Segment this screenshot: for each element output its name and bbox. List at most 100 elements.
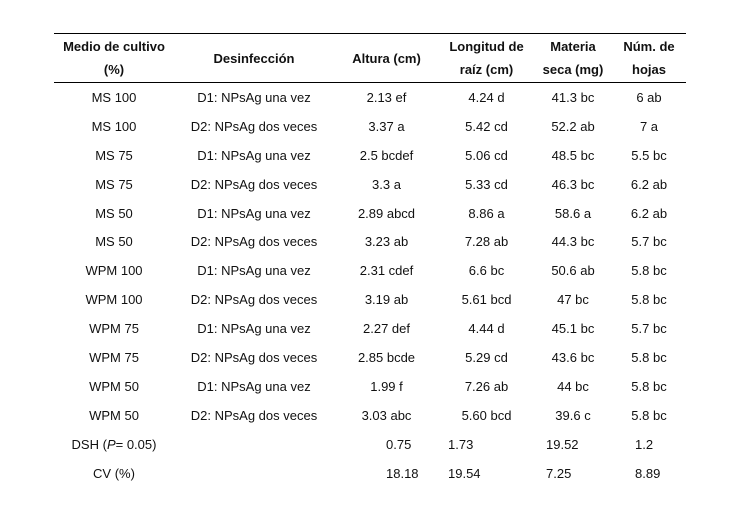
cell-desinfeccion: D1: NPsAg una vez [197, 147, 311, 163]
header-materia: Materia seca (mg) [534, 33, 612, 83]
dsh-longitud: 1.73 [448, 436, 474, 452]
cell-hojas: 5.5 bc [631, 147, 667, 163]
cell-altura: 3.03 abc [361, 407, 412, 423]
cell-altura: 2.31 cdef [359, 263, 414, 279]
cell-altura: 2.27 def [363, 321, 410, 337]
cell-longitud: 5.42 cd [465, 118, 508, 134]
cell-hojas: 6.2 ab [630, 176, 668, 192]
cv-hojas: 8.89 [635, 465, 661, 481]
header-longitud: Longitud de raíz (cm) [439, 33, 534, 83]
cell-longitud: 5.60 bcd [461, 407, 512, 423]
header-desinfeccion: Desinfección [174, 33, 334, 83]
cell-desinfeccion: D1: NPsAg una vez [197, 321, 311, 337]
cell-longitud: 5.33 cd [465, 176, 508, 192]
cell-medio: MS 100 [91, 118, 137, 134]
cell-hojas: 7 a [639, 118, 659, 134]
cell-longitud: 7.26 ab [464, 378, 509, 394]
cell-materia: 43.6 bc [551, 349, 595, 365]
cell-longitud: 5.61 bcd [461, 292, 512, 308]
cell-altura: 2.89 abcd [357, 205, 416, 221]
cell-hojas: 5.7 bc [631, 234, 667, 250]
cv-empty [174, 459, 334, 488]
cell-hojas: 5.8 bc [631, 263, 667, 279]
table-row: MS 75 D2: NPsAg dos veces 3.3 a 5.33 cd 46.3… [54, 170, 686, 199]
cell-materia: 44.3 bc [551, 234, 595, 250]
cell-medio: MS 50 [95, 234, 133, 250]
cell-desinfeccion: D1: NPsAg una vez [197, 263, 311, 279]
cell-longitud: 4.24 d [468, 89, 505, 105]
results-table: Medio de cultivo (%) Desinfección Altura… [54, 33, 686, 487]
cell-materia: 41.3 bc [551, 89, 595, 105]
cell-medio: WPM 100 [85, 263, 143, 279]
cell-longitud: 5.06 cd [465, 147, 508, 163]
cell-medio: WPM 50 [89, 378, 139, 394]
cell-medio: MS 75 [95, 176, 133, 192]
table-row: MS 100 D2: NPsAg dos veces 3.37 a 5.42 cd 52… [54, 112, 686, 141]
cell-desinfeccion: D2: NPsAg dos veces [190, 234, 318, 250]
cell-hojas: 5.8 bc [631, 378, 667, 394]
cell-desinfeccion: D1: NPsAg una vez [197, 378, 311, 394]
dsh-label: DSH (P= 0.05) [71, 436, 157, 452]
table-row: WPM 100 D2: NPsAg dos veces 3.19 ab 5.61 bc… [54, 285, 686, 314]
cell-longitud: 4.44 d [468, 321, 505, 337]
cell-hojas: 6.2 ab [630, 205, 668, 221]
cell-hojas: 5.7 bc [631, 321, 667, 337]
cell-altura: 3.23 ab [364, 234, 409, 250]
cell-desinfeccion: D1: NPsAg una vez [197, 89, 311, 105]
table-row: MS 50 D2: NPsAg dos veces 3.23 ab 7.28 ab 44… [54, 227, 686, 256]
cell-materia: 50.6 ab [551, 263, 595, 279]
header-hojas: Núm. de hojas [612, 33, 686, 83]
cv-label: CV (%) [93, 465, 135, 481]
table-row: MS 75 D1: NPsAg una vez 2.5 bcdef 5.06 cd 48… [54, 141, 686, 170]
cell-materia: 46.3 bc [551, 176, 595, 192]
cell-medio: MS 75 [95, 147, 133, 163]
table-row: WPM 100 D1: NPsAg una vez 2.31 cdef 6.6 bc 5… [54, 256, 686, 285]
dsh-altura: 0.75 [386, 436, 412, 452]
cell-altura: 3.37 a [368, 118, 405, 134]
cv-materia: 7.25 [546, 465, 572, 481]
cell-longitud: 5.29 cd [465, 349, 508, 365]
cell-medio: MS 50 [95, 205, 133, 221]
cell-altura: 2.85 bcde [357, 349, 416, 365]
cell-longitud: 8.86 a [468, 205, 505, 221]
dsh-materia: 19.52 [546, 436, 579, 452]
cv-row: CV (%) 18.18 19.54 7.25 8.89 [54, 459, 686, 488]
cell-altura: 1.99 f [370, 378, 403, 394]
table-row: MS 50 D1: NPsAg una vez 2.89 abcd 8.86 a 58.… [54, 199, 686, 228]
header-medio: Medio de cultivo (%) [54, 33, 174, 83]
cell-materia: 58.6 a [554, 205, 592, 221]
cell-materia: 44 bc [557, 378, 589, 394]
dsh-row: DSH (P= 0.05) 0.75 1.73 19.52 1.2 [54, 430, 686, 459]
cell-altura: 3.19 ab [364, 292, 409, 308]
cell-materia: 39.6 c [555, 407, 591, 423]
cell-longitud: 7.28 ab [464, 234, 509, 250]
cell-altura: 2.13 ef [366, 89, 407, 105]
table-row: WPM 50 D1: NPsAg una vez 1.99 f 7.26 ab 44 b… [54, 372, 686, 401]
cell-materia: 47 bc [557, 292, 589, 308]
dsh-empty [174, 430, 334, 459]
cell-hojas: 5.8 bc [631, 407, 667, 423]
cell-medio: MS 100 [91, 89, 137, 105]
table-row: WPM 50 D2: NPsAg dos veces 3.03 abc 5.60 bc… [54, 401, 686, 430]
cell-longitud: 6.6 bc [468, 263, 505, 279]
cell-desinfeccion: D2: NPsAg dos veces [190, 349, 318, 365]
cell-desinfeccion: D1: NPsAg una vez [197, 205, 311, 221]
cell-materia: 52.2 ab [551, 118, 595, 134]
cell-hojas: 5.8 bc [631, 292, 667, 308]
cell-desinfeccion: D2: NPsAg dos veces [190, 407, 318, 423]
cv-altura: 18.18 [386, 465, 419, 481]
cell-altura: 2.5 bcdef [359, 147, 414, 163]
cell-altura: 3.3 a [372, 176, 401, 192]
cell-desinfeccion: D2: NPsAg dos veces [190, 176, 318, 192]
cell-medio: WPM 100 [85, 292, 143, 308]
cell-materia: 48.5 bc [551, 147, 595, 163]
cell-medio: WPM 50 [89, 407, 139, 423]
cell-medio: WPM 75 [89, 321, 139, 337]
cv-longitud: 19.54 [448, 465, 481, 481]
dsh-hojas: 1.2 [635, 436, 654, 452]
cell-hojas: 6 ab [636, 89, 662, 105]
table-header-row: Medio de cultivo (%) Desinfección Altura… [54, 33, 686, 83]
table-row: WPM 75 D2: NPsAg dos veces 2.85 bcde 5.29 c… [54, 343, 686, 372]
header-altura: Altura (cm) [334, 33, 439, 83]
cell-desinfeccion: D2: NPsAg dos veces [190, 118, 318, 134]
